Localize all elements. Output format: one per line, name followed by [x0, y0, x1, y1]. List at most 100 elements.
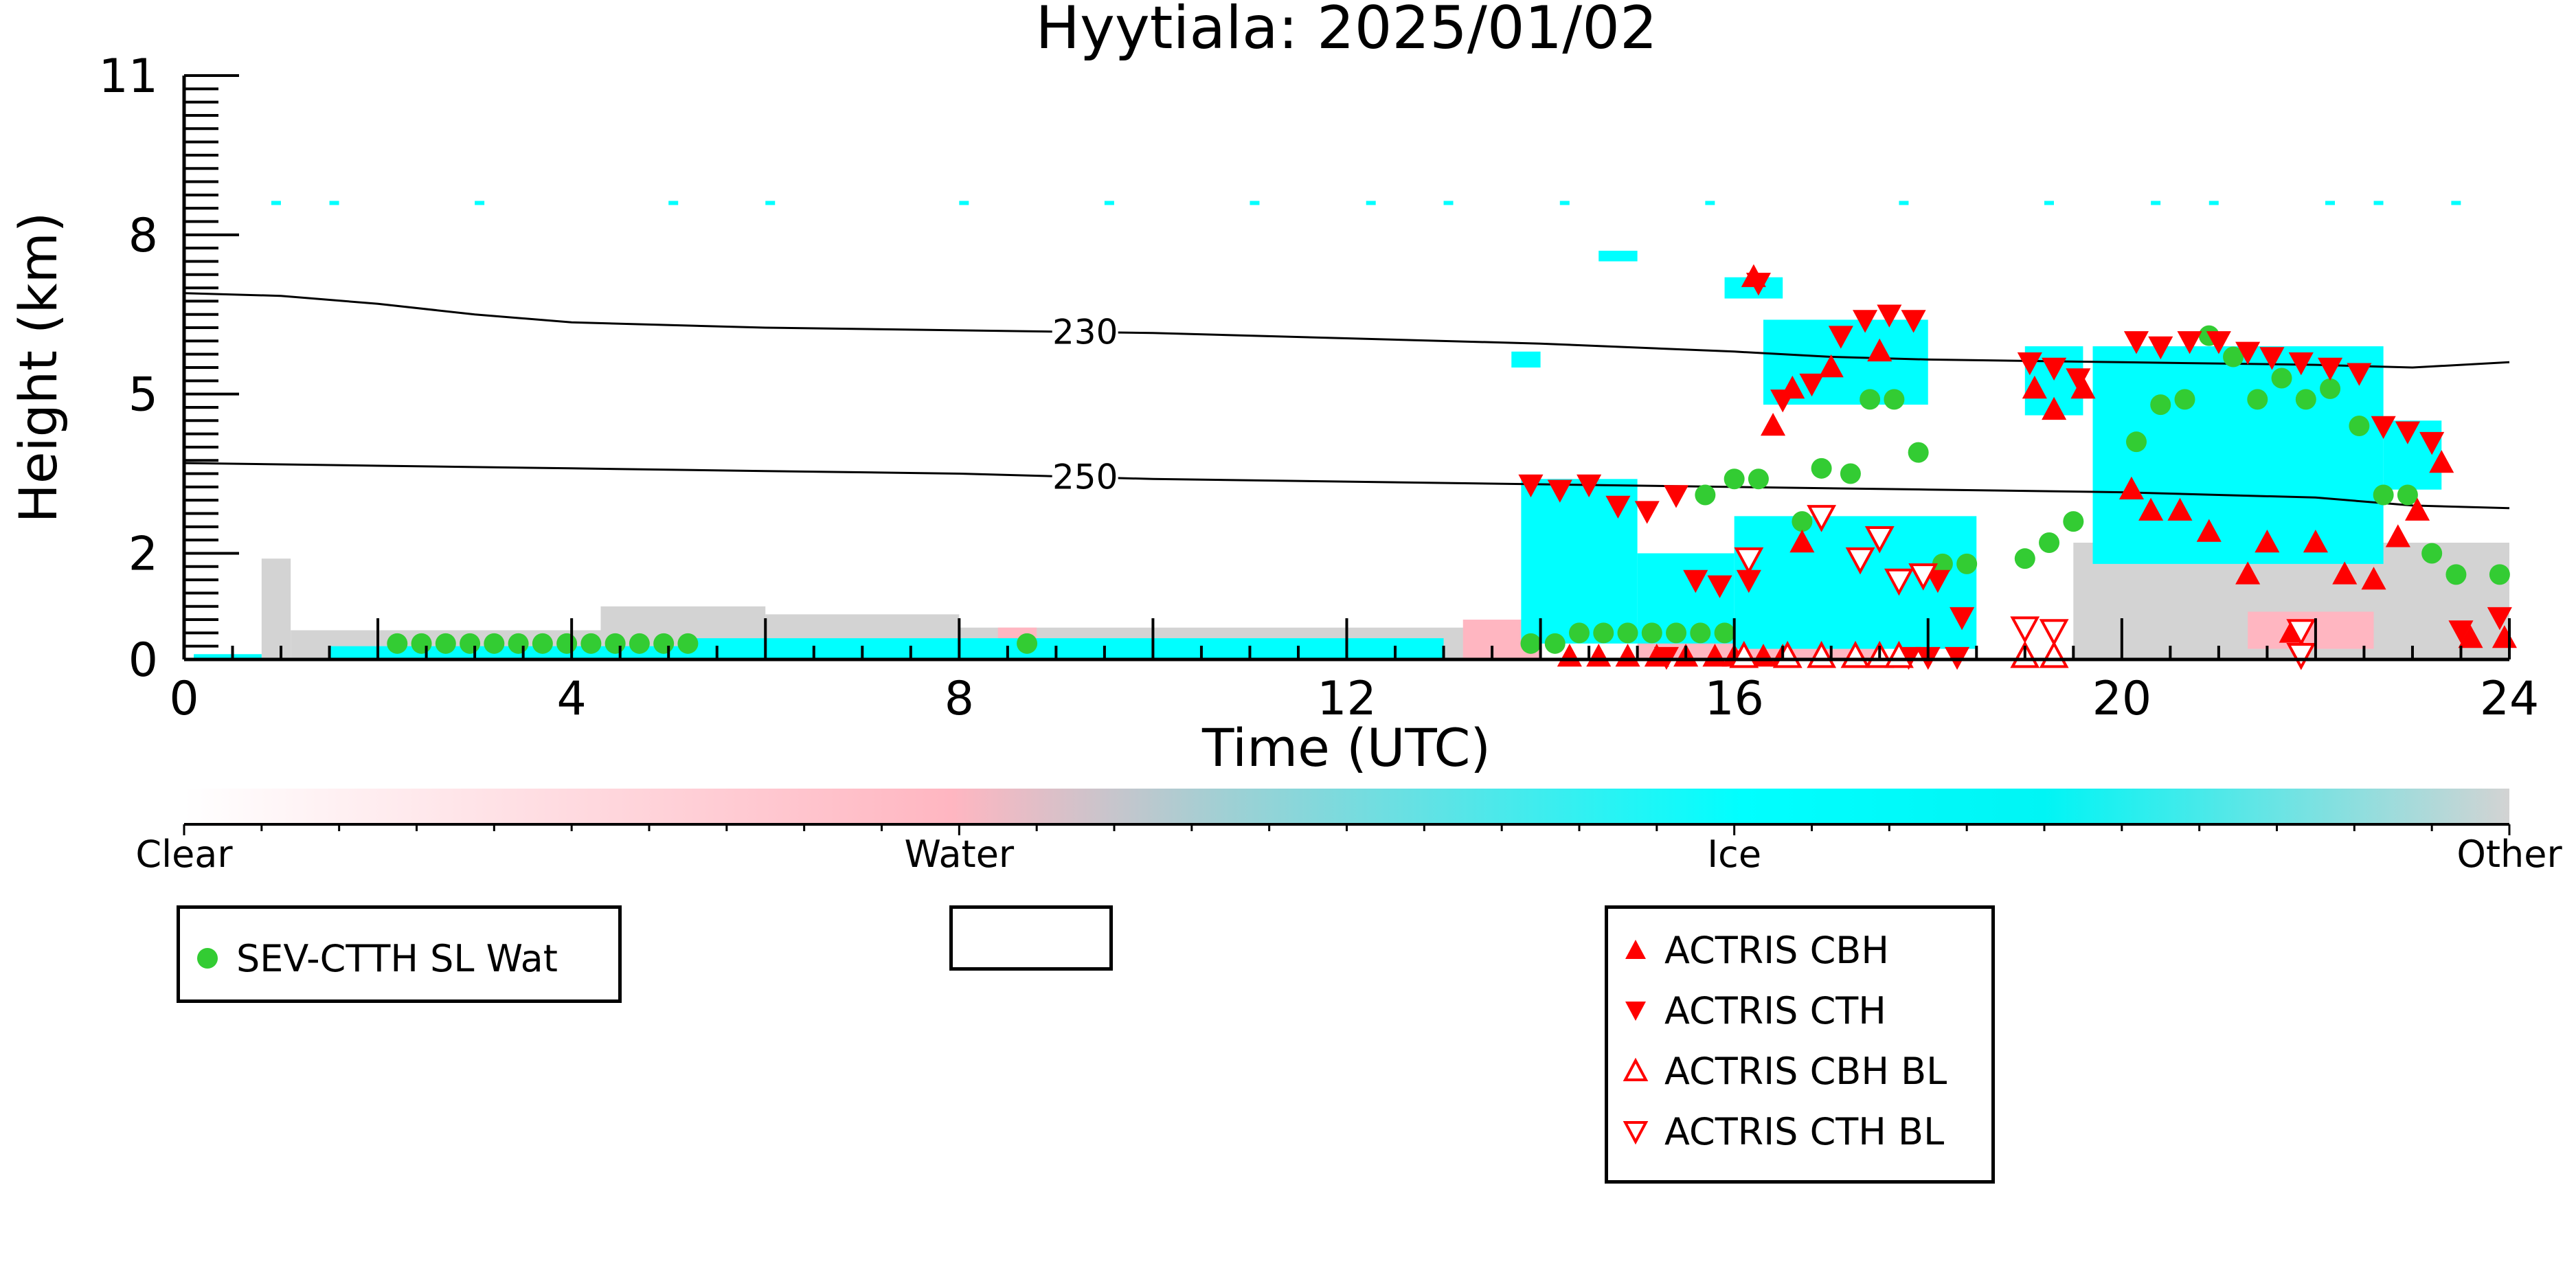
- data-point: [2371, 416, 2396, 439]
- data-point: [1544, 633, 1566, 654]
- contour-label-230: 230: [1052, 312, 1118, 352]
- data-point: [1908, 563, 1939, 591]
- data-point: [1884, 389, 1905, 410]
- data-point: [1840, 463, 1861, 484]
- data-point: [2123, 331, 2149, 354]
- data-point: [1707, 575, 1732, 598]
- data-point: [2385, 524, 2410, 547]
- ice-sparse-pixel: [2373, 201, 2384, 205]
- ice-sparse-pixel: [2325, 201, 2336, 205]
- data-point: [2419, 431, 2445, 455]
- ice-sparse-pixel: [1705, 201, 1715, 205]
- data-point: [1547, 479, 1572, 503]
- data-point: [1789, 530, 1815, 553]
- x-tick-label: 12: [1317, 672, 1377, 726]
- y-tick-label: 11: [98, 49, 158, 104]
- legend-box-sev: SEV-CTTH SL Wat: [177, 905, 622, 1003]
- ice-sparse-pixel: [765, 201, 776, 205]
- temperature-contours: 230 250: [183, 292, 2510, 510]
- phase-colorbar: Clear Water Ice Other: [135, 789, 2562, 876]
- series-actris-cth: [1518, 273, 2512, 670]
- data-point: [508, 633, 529, 654]
- data-point: [2347, 363, 2372, 386]
- data-point: [2288, 352, 2314, 376]
- legend-label: ACTRIS CTH: [1664, 988, 1886, 1032]
- data-point: [1641, 622, 1662, 644]
- data-point: [2255, 530, 2280, 553]
- data-point: [1520, 633, 1541, 654]
- ice-sparse-pixel: [668, 201, 679, 205]
- data-point: [556, 633, 578, 654]
- contour-label-bg: [1052, 459, 1118, 495]
- data-point: [411, 633, 432, 654]
- data-point: [2174, 389, 2195, 410]
- data-point: [2489, 564, 2510, 585]
- data-point: [1860, 389, 1881, 410]
- ice-sparse-pixel: [1104, 201, 1114, 205]
- data-point: [2206, 331, 2231, 354]
- data-point: [2039, 532, 2060, 553]
- y-tick-label: 0: [128, 633, 158, 688]
- contour-line-230: [183, 292, 2510, 369]
- data-point: [2235, 341, 2261, 365]
- y-tick-label: 2: [128, 527, 158, 581]
- ice-sparse-pixel: [959, 201, 969, 205]
- legend-marker-icon: [197, 948, 218, 969]
- y-tick-label: 5: [128, 368, 158, 422]
- data-point: [2119, 476, 2144, 499]
- x-tick-label: 24: [2480, 672, 2540, 726]
- data-point: [677, 633, 699, 654]
- data-point: [1683, 569, 1708, 594]
- legend-label: ACTRIS CTH BL: [1664, 1109, 1945, 1153]
- data-point: [1617, 622, 1638, 644]
- data-point: [1932, 553, 1953, 574]
- data-point: [629, 633, 650, 654]
- data-point: [2395, 421, 2420, 444]
- data-point: [1748, 468, 1769, 490]
- series-actris-cth-bl: [1734, 505, 2316, 670]
- data-point: [2223, 346, 2244, 368]
- data-point: [1605, 495, 1631, 519]
- data-point: [2487, 607, 2512, 631]
- data-point: [2349, 416, 2370, 436]
- data-point: [2303, 530, 2328, 553]
- data-point: [1666, 622, 1687, 644]
- ice-sparse-pixel: [2151, 201, 2161, 205]
- data-point: [2022, 375, 2047, 399]
- data-point: [605, 633, 626, 654]
- data-point: [1867, 338, 1893, 362]
- ice-sparse-pixel: [2451, 201, 2461, 205]
- data-point: [2320, 378, 2341, 399]
- data-point: [2271, 368, 2292, 389]
- data-point: [1818, 354, 1844, 378]
- data-point: [2017, 352, 2042, 376]
- y-tick-label: 8: [128, 209, 158, 263]
- data-point: [1690, 622, 1711, 644]
- legend-entry: ACTRIS CTH BL: [1622, 1101, 1991, 1162]
- colorbar-label: Clear: [135, 833, 233, 876]
- data-point: [2138, 497, 2164, 521]
- colorbar-label: Ice: [1707, 833, 1761, 876]
- data-point: [1714, 622, 1735, 644]
- data-point: [1745, 273, 1771, 296]
- data-point: [1884, 568, 1914, 596]
- data-point: [1864, 526, 1895, 554]
- data-point: [1950, 607, 1975, 631]
- data-point: [484, 633, 505, 654]
- data-point: [1811, 457, 1832, 479]
- data-point: [1761, 413, 1786, 436]
- data-point: [2070, 375, 2096, 399]
- data-point: [1770, 389, 1796, 413]
- x-axis-label: Time (UTC): [1201, 717, 1491, 778]
- data-point: [653, 633, 675, 654]
- data-point: [1017, 633, 1038, 654]
- data-point: [2247, 389, 2268, 410]
- data-point: [1799, 373, 1824, 397]
- data-point: [2445, 564, 2467, 585]
- data-point: [387, 633, 408, 654]
- retrieval-markers: [387, 264, 2517, 670]
- chart-title: Hyytiala: 2025/01/02: [1035, 0, 1657, 63]
- contour-label-bg: [1052, 314, 1118, 350]
- data-point: [2196, 519, 2222, 542]
